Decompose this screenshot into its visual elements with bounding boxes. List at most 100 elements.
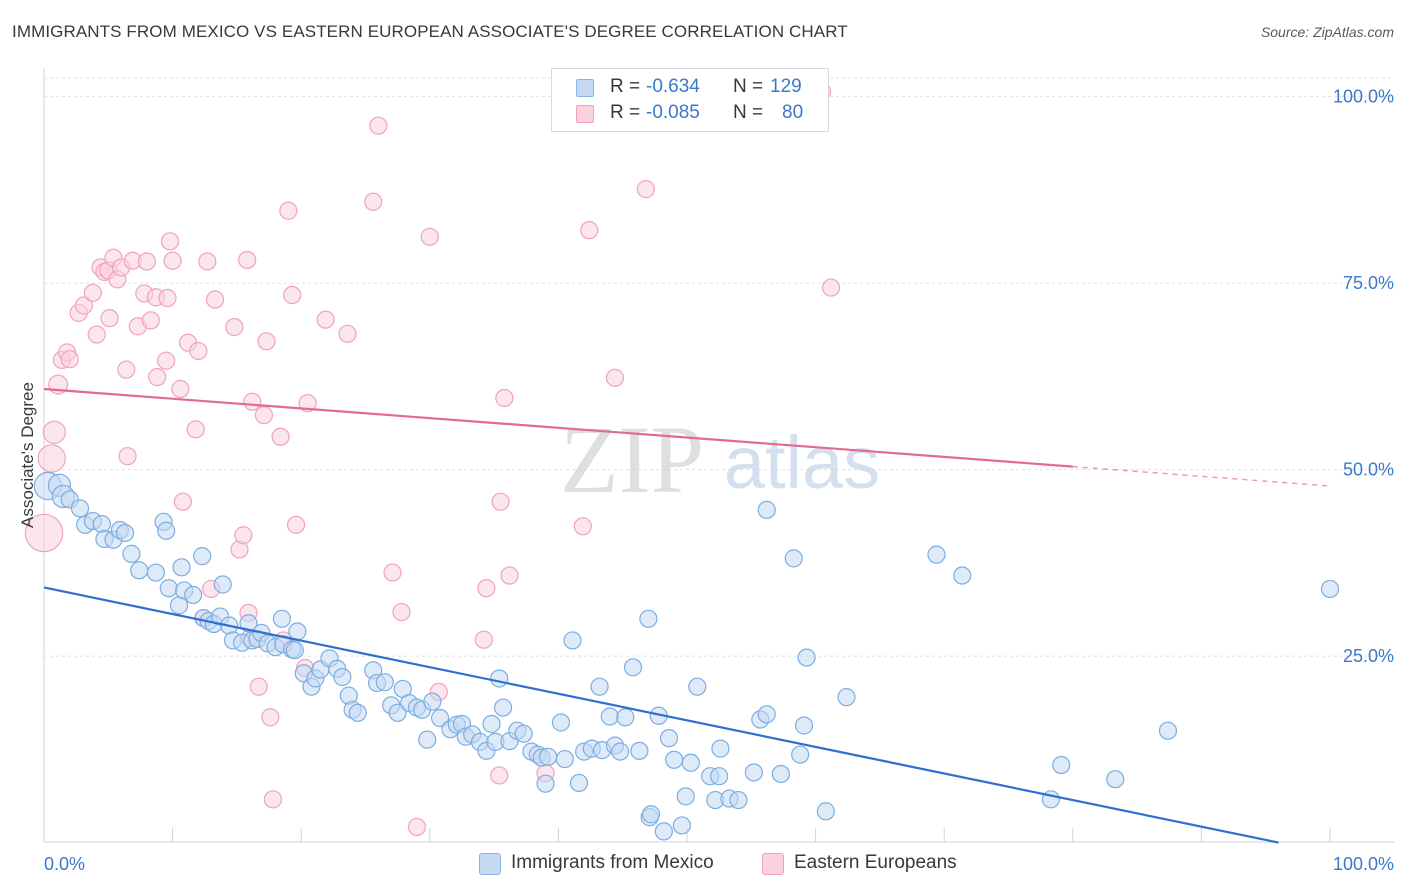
eastern-europeans-point xyxy=(100,309,119,328)
legend-n-value: 129 xyxy=(770,76,802,97)
eastern-europeans-point xyxy=(198,252,217,271)
watermark: ZIP atlas xyxy=(560,406,880,513)
mexico-point xyxy=(563,631,582,650)
eastern-europeans-point xyxy=(580,221,599,240)
eastern-europeans-point xyxy=(74,296,93,315)
mexico-point xyxy=(639,609,658,628)
mexico-point xyxy=(348,703,367,722)
eastern-europeans-point xyxy=(495,388,514,408)
eastern-europeans-point xyxy=(83,283,102,302)
legend-r-value: -0.085 xyxy=(646,102,700,123)
eastern-europeans-point xyxy=(137,252,156,271)
legend-r-label: R = xyxy=(610,102,641,123)
eastern-europeans-point xyxy=(821,278,841,297)
legend-r-label: R = xyxy=(610,76,641,97)
legend-swatch-mexico xyxy=(576,79,594,97)
eastern-europeans-point xyxy=(238,250,257,270)
y-tick-label: 100.0% xyxy=(1333,87,1394,107)
mexico-point xyxy=(771,764,790,784)
mexico-point xyxy=(239,614,258,633)
eastern-europeans-point xyxy=(636,180,655,199)
mexico-point xyxy=(641,805,661,824)
mexico-point xyxy=(157,521,176,540)
mexico-point xyxy=(418,730,437,749)
y-tick-label: 75.0% xyxy=(1343,273,1394,293)
mexico-point xyxy=(555,749,574,769)
eastern-europeans-point xyxy=(148,367,167,387)
eastern-europeans-point xyxy=(141,311,160,330)
eastern-europeans-point xyxy=(160,232,180,251)
mexico-point xyxy=(953,566,972,585)
legend-r-value: -0.634 xyxy=(646,76,700,97)
mexico-point xyxy=(616,708,635,727)
eastern-europeans-point xyxy=(225,318,244,337)
mexico-point xyxy=(672,816,691,835)
mexico-point xyxy=(430,708,450,728)
eastern-europeans-point xyxy=(383,563,402,582)
mexico-point xyxy=(1320,579,1340,599)
eastern-europeans-point xyxy=(261,708,280,727)
mexico-point xyxy=(193,547,212,566)
mexico-point xyxy=(797,648,816,667)
mexico-point xyxy=(115,523,135,543)
mexico-point xyxy=(494,698,513,717)
mexico-point xyxy=(791,745,810,764)
mexico-point xyxy=(630,741,649,760)
mexico-point xyxy=(590,677,609,696)
mexico-point xyxy=(1158,721,1178,740)
eastern-europeans-point xyxy=(249,677,268,696)
eastern-europeans-point xyxy=(286,515,306,534)
mexico-point xyxy=(600,707,619,726)
mexico-point xyxy=(423,692,442,711)
mexico-points xyxy=(33,471,1340,841)
eastern-europeans-point xyxy=(189,341,208,361)
eastern-europeans-point xyxy=(392,602,411,622)
mexico-point xyxy=(1052,755,1071,775)
eastern-europeans-point xyxy=(279,201,298,220)
mexico-point xyxy=(92,514,111,534)
mexico-point xyxy=(784,549,803,568)
legend-n-label: N = xyxy=(733,76,764,97)
eastern-europeans-point xyxy=(37,444,66,473)
mexico-point xyxy=(388,703,407,722)
eastern-europeans-point xyxy=(157,351,176,370)
mexico-point xyxy=(710,767,729,786)
mexico-point xyxy=(569,773,589,793)
eastern-europeans-point xyxy=(173,492,192,511)
eastern-europeans-point xyxy=(234,526,253,545)
mexico-point xyxy=(837,688,856,707)
mexico-point xyxy=(146,563,165,582)
watermark-atlas: atlas xyxy=(724,421,880,504)
mexico-point xyxy=(333,667,352,687)
mexico-point xyxy=(551,713,571,732)
mexico-point xyxy=(375,673,394,692)
eastern-europeans-trend-line xyxy=(43,387,1073,468)
eastern-europeans-point xyxy=(338,324,357,343)
eastern-europeans-point xyxy=(283,285,302,305)
eastern-europeans-point xyxy=(171,379,190,399)
mexico-point xyxy=(159,579,178,598)
mexico-point xyxy=(744,763,763,782)
eastern-europeans-point xyxy=(87,325,106,344)
mexico-point xyxy=(288,622,307,641)
mexico-point xyxy=(665,750,684,769)
eastern-europeans-point xyxy=(243,392,262,411)
mexico-trend-line xyxy=(43,586,1279,844)
mexico-point xyxy=(688,677,707,696)
mexico-point xyxy=(757,705,776,724)
mexico-point xyxy=(659,729,679,748)
eastern-europeans-point xyxy=(369,116,388,135)
eastern-europeans-point xyxy=(118,447,137,466)
series-swatch-eastern-europeans xyxy=(762,853,784,875)
mexico-point xyxy=(927,545,946,564)
mexico-point xyxy=(172,558,191,577)
eastern-europeans-point xyxy=(364,192,383,211)
eastern-europeans-point xyxy=(490,766,509,785)
series-swatch-mexico xyxy=(479,853,501,875)
eastern-europeans-point xyxy=(117,360,136,379)
mexico-point xyxy=(122,544,141,563)
mexico-point xyxy=(490,669,509,688)
legend-swatch-eastern-europeans xyxy=(576,105,594,123)
mexico-point xyxy=(130,561,149,580)
